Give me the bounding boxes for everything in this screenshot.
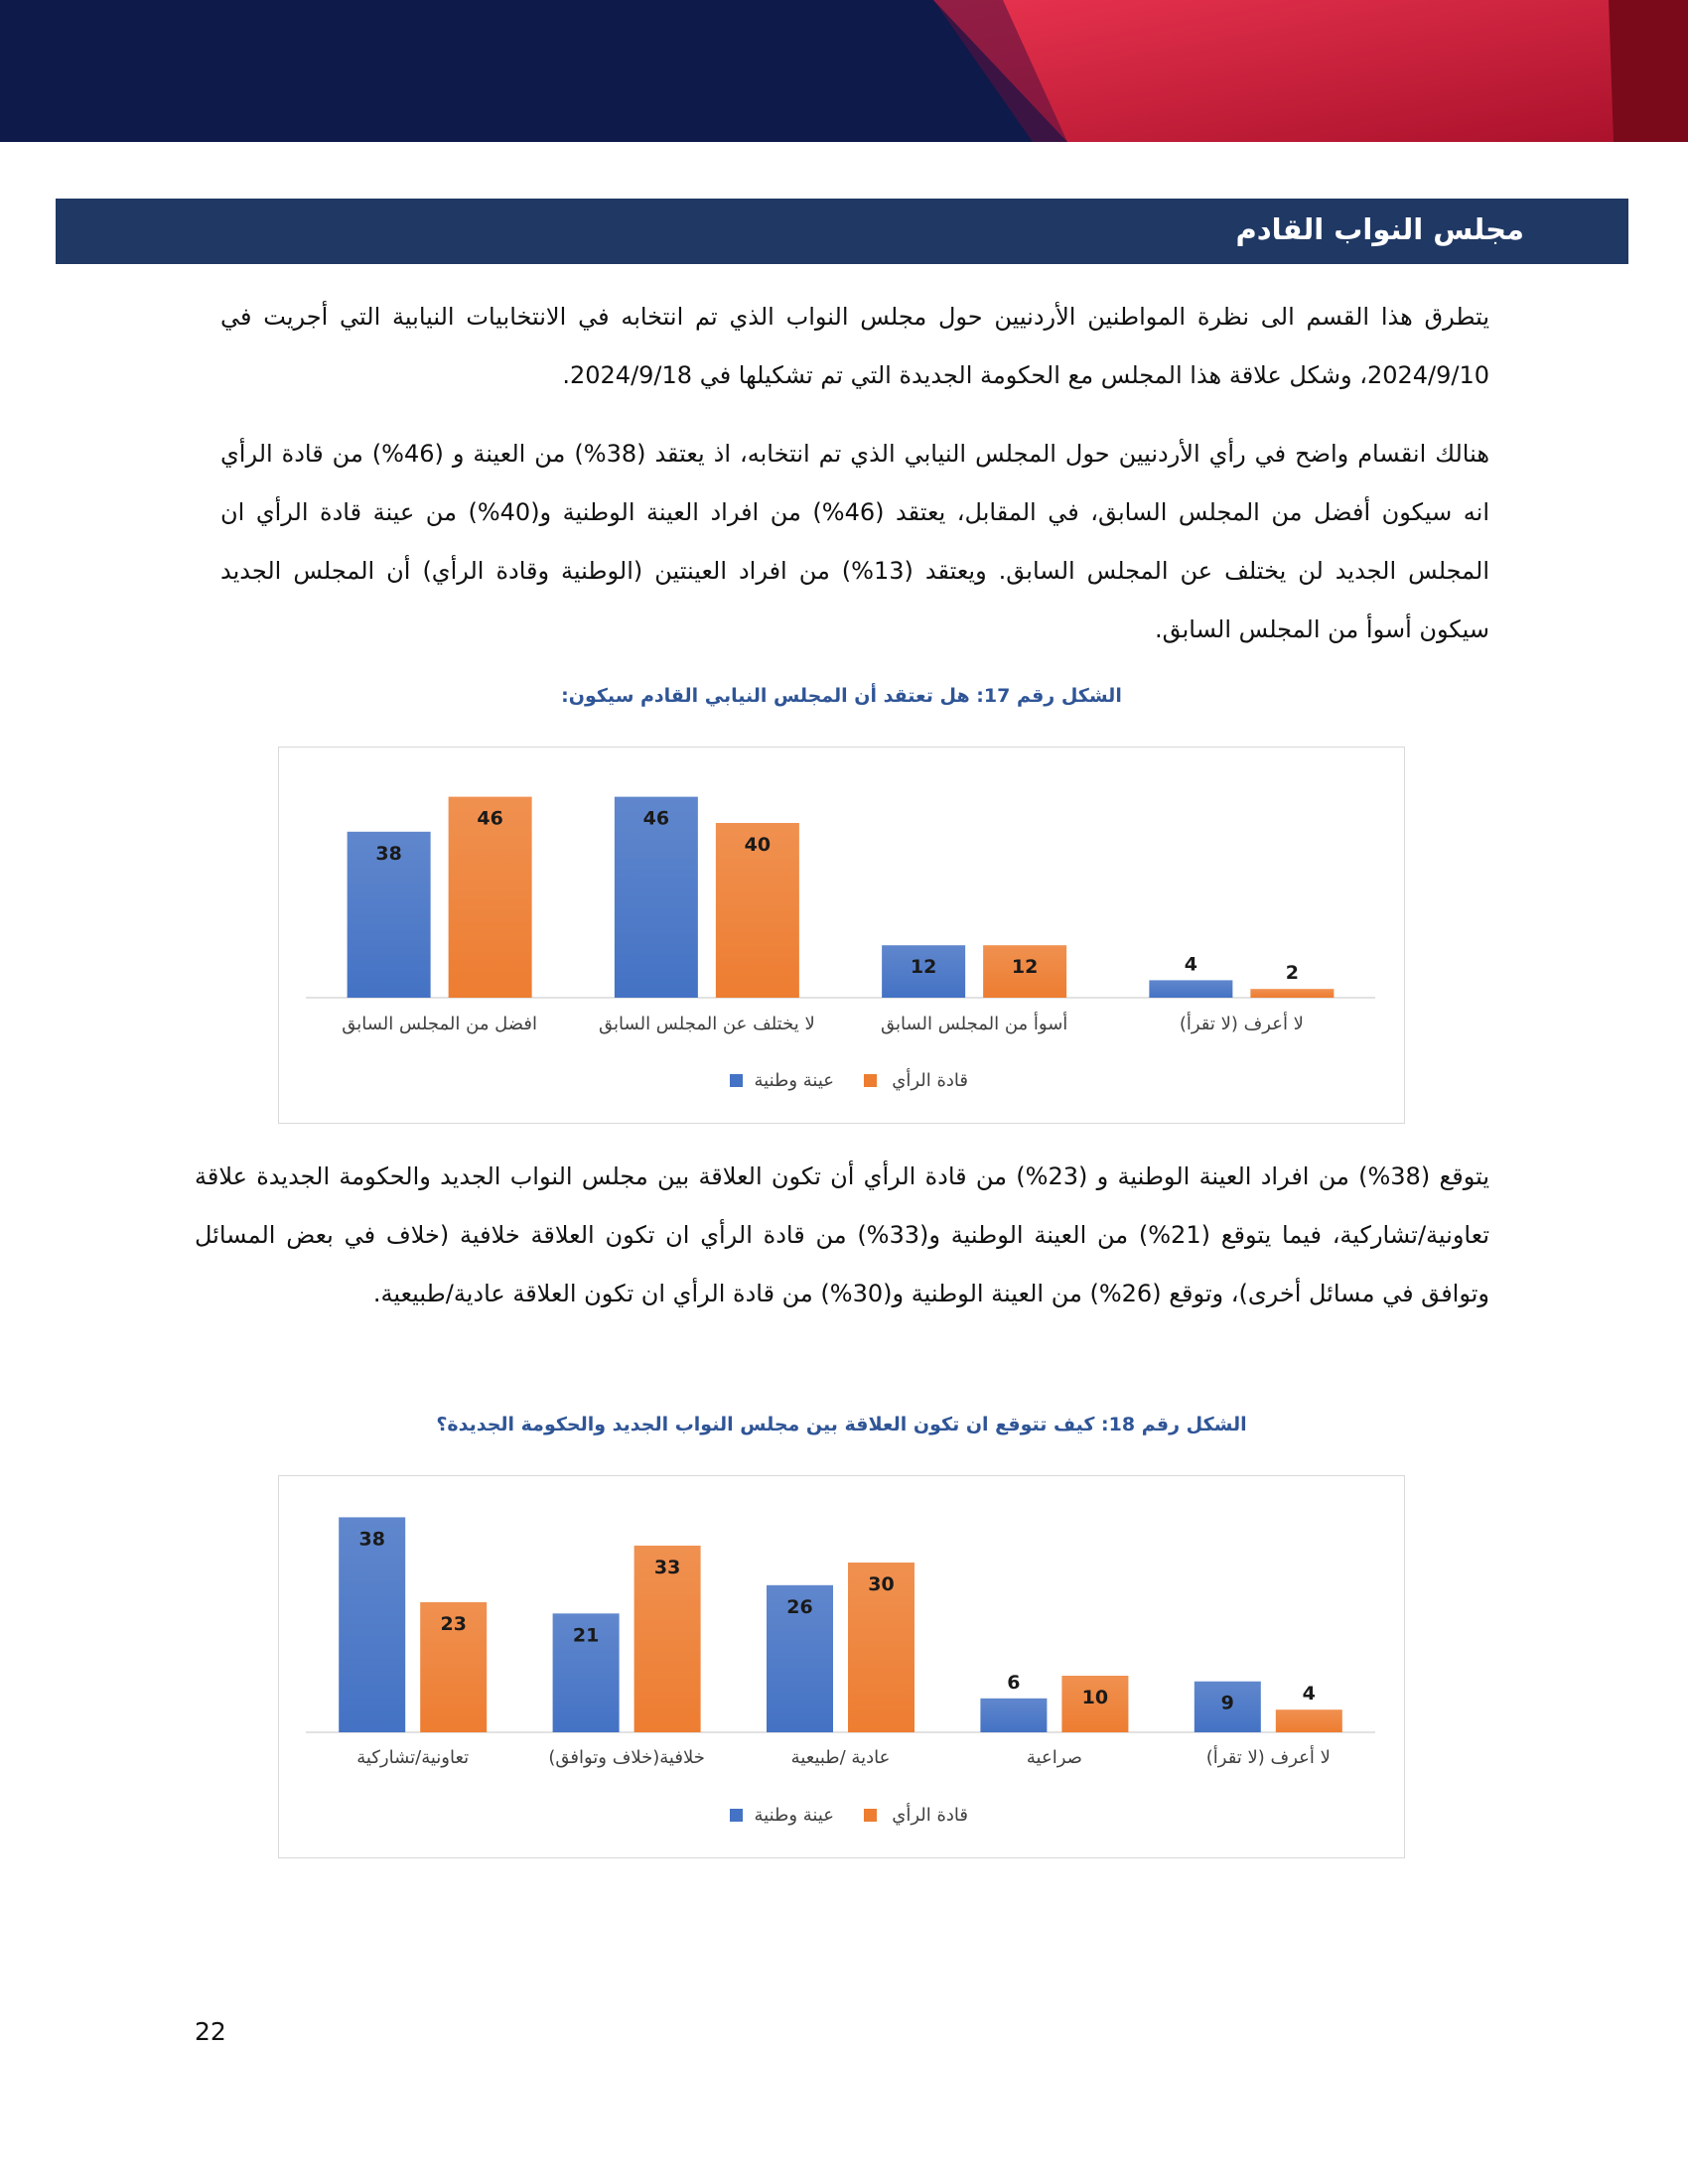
chart: 38 46 افضل من المجلس السابق 46 40 لا يختلف عن… (278, 747, 1405, 1124)
value-label: 21 (573, 1624, 599, 1646)
value-label: 4 (1185, 953, 1197, 975)
bar (1194, 1681, 1261, 1732)
legend-label: عينة وطنية (754, 1070, 834, 1091)
header-banner (0, 0, 1688, 142)
legend-swatch (730, 1074, 743, 1087)
legend-label: قادة الرأي (892, 1803, 968, 1826)
paragraph: هنالك انقسام واضح في رأي الأردنيين حول ا… (220, 440, 1490, 643)
value-label: 38 (358, 1528, 384, 1550)
category-label: تعاونية/تشاركية (356, 1747, 469, 1768)
value-label: 40 (745, 834, 771, 856)
category-label: خلافية(خلاف وتوافق) (548, 1747, 704, 1768)
category-label: افضل من المجلس السابق (342, 1014, 537, 1034)
bar (715, 823, 799, 998)
category-label: لا أعرف (لا تقرأ) (1180, 1012, 1304, 1034)
bar (614, 796, 698, 998)
bar (848, 1563, 914, 1732)
legend-label: عينة وطنية (754, 1805, 834, 1826)
value-label: 6 (1007, 1672, 1020, 1694)
value-label: 30 (868, 1573, 894, 1595)
page-number: 22 (195, 2017, 226, 2046)
category-label: لا يختلف عن المجلس السابق (599, 1014, 815, 1034)
section-bar: مجلس النواب القادم (56, 199, 1628, 264)
value-label: 38 (375, 843, 401, 865)
bar (1149, 980, 1233, 998)
bar (552, 1613, 620, 1732)
chart-caption: الشكل رقم 18: كيف تتوقع ان تكون العلاقة … (436, 1414, 1247, 1435)
legend-swatch (730, 1809, 743, 1822)
value-label: 46 (477, 808, 502, 830)
value-label: 10 (1082, 1687, 1108, 1708)
value-label: 26 (786, 1596, 812, 1618)
chart-caption: الشكل رقم 17: هل تعتقد أن المجلس النيابي… (561, 685, 1122, 707)
value-label: 12 (911, 956, 936, 978)
value-label: 46 (643, 808, 669, 830)
bar (1250, 989, 1335, 998)
value-label: 2 (1286, 962, 1299, 984)
value-label: 33 (654, 1557, 680, 1578)
category-label: أسوأ من المجلس السابق (881, 1012, 1067, 1034)
category-label: صراعية (1027, 1747, 1082, 1768)
legend-label: قادة الرأي (892, 1068, 968, 1091)
bar (1275, 1709, 1342, 1732)
value-label: 23 (440, 1613, 466, 1635)
value-label: 12 (1012, 956, 1038, 978)
bar (1061, 1676, 1129, 1732)
bar (448, 796, 532, 998)
paragraph: يتوقع (38%) من افراد العينة الوطنية و (2… (195, 1162, 1490, 1307)
bar (339, 1517, 406, 1732)
section-title: مجلس النواب القادم (1235, 212, 1524, 246)
chart: 38 23 تعاونية/تشاركية 21 33 خلافية(خلاف وتواف… (278, 1475, 1405, 1858)
bar (980, 1698, 1048, 1732)
paragraph: يتطرق هذا القسم الى نظرة المواطنين الأرد… (220, 303, 1489, 389)
bar (882, 945, 966, 998)
category-label: عادية /طبيعية (791, 1747, 891, 1768)
value-label: 9 (1221, 1693, 1234, 1714)
legend-swatch (864, 1809, 877, 1822)
legend-swatch (864, 1074, 877, 1087)
category-label: لا أعرف (لا تقرأ) (1206, 1745, 1331, 1768)
bar (633, 1545, 701, 1732)
bar (767, 1584, 833, 1732)
bar (983, 945, 1067, 998)
bar (420, 1601, 488, 1732)
value-label: 4 (1303, 1683, 1316, 1705)
bar (347, 831, 431, 998)
